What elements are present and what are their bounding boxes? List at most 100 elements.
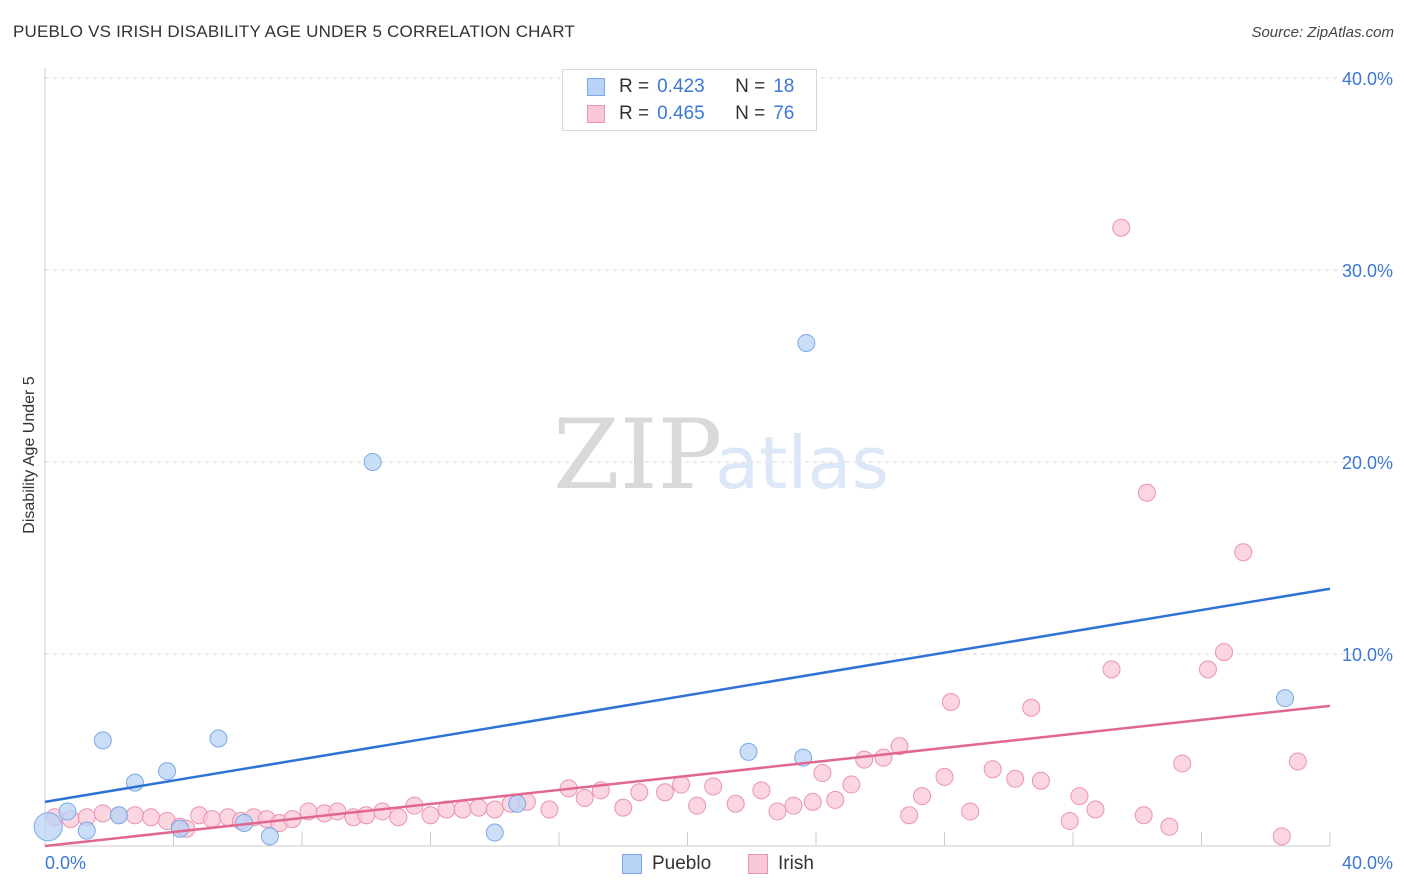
pueblo-point [1276, 689, 1295, 708]
pueblo-swatch [587, 78, 605, 96]
y-tick-label: 20.0% [1342, 453, 1393, 473]
irish-point [688, 796, 707, 815]
irish-point [935, 767, 954, 786]
y-tick-label: 40.0% [1342, 69, 1393, 89]
irish-point [469, 798, 488, 817]
irish-point [1234, 543, 1253, 562]
legend-item-pueblo[interactable]: Pueblo [622, 852, 711, 876]
legend-row-pueblo: R = 0.423 N = 18 [587, 75, 794, 99]
pueblo-r-value: 0.423 [657, 76, 705, 97]
irish-point [1137, 483, 1156, 502]
irish-point [93, 804, 112, 823]
irish-n-value: 76 [773, 103, 795, 124]
irish-point [1086, 800, 1105, 819]
watermark-zip: ZIP [553, 399, 722, 511]
irish-point [826, 790, 845, 809]
pueblo-legend-label: Pueblo [652, 853, 712, 874]
irish-point [125, 806, 144, 825]
irish-point [768, 802, 787, 821]
legend-row-irish: R = 0.465 N = 76 [587, 102, 794, 126]
pueblo-point [33, 812, 63, 842]
pueblo-point [158, 762, 177, 781]
irish-point [913, 787, 932, 806]
irish-point [672, 775, 691, 794]
irish-legend-swatch [748, 854, 768, 874]
pueblo-point [739, 742, 758, 761]
irish-point [1214, 643, 1233, 662]
y-tick-label: 10.0% [1342, 645, 1393, 665]
irish-point [874, 748, 893, 767]
x-tick-label: 0.0% [45, 853, 86, 873]
pueblo-point [77, 821, 96, 840]
irish-point [726, 794, 745, 813]
irish-point [900, 806, 919, 825]
irish-point [1070, 787, 1089, 806]
legend-item-irish[interactable]: Irish [748, 852, 814, 876]
irish-trend-line [44, 704, 1331, 848]
irish-point [389, 808, 408, 827]
irish-point [1160, 817, 1179, 836]
irish-point [842, 775, 861, 794]
irish-point [704, 777, 723, 796]
pueblo-points [33, 333, 1295, 846]
irish-point [813, 764, 832, 783]
irish-point [890, 737, 909, 756]
irish-point [614, 798, 633, 817]
irish-legend-label: Irish [778, 853, 814, 874]
pueblo-point [508, 794, 527, 813]
irish-point [961, 802, 980, 821]
axes [44, 68, 1330, 847]
y-tick-labels: 10.0% 20.0% 30.0% 40.0% [1342, 69, 1393, 665]
irish-point [453, 800, 472, 819]
irish-point [803, 792, 822, 811]
irish-point [203, 810, 222, 829]
pueblo-n-value: 18 [773, 76, 795, 97]
irish-point [1272, 827, 1291, 846]
pueblo-point [797, 333, 816, 352]
pueblo-point [109, 806, 128, 825]
pueblo-legend-swatch [622, 854, 642, 874]
irish-point [1112, 218, 1131, 237]
x-tick-label: 40.0% [1342, 853, 1393, 873]
correlation-legend: R = 0.423 N = 18 R = 0.465 N = 76 [562, 69, 817, 131]
chart-title: PUEBLO VS IRISH DISABILITY AGE UNDER 5 C… [13, 22, 575, 41]
legend-r-label: R = [619, 76, 650, 97]
irish-point [1031, 771, 1050, 790]
pueblo-point [485, 823, 504, 842]
irish-point [784, 796, 803, 815]
irish-point [540, 800, 559, 819]
pueblo-point [58, 802, 77, 821]
irish-point [630, 783, 649, 802]
irish-point [1102, 660, 1121, 679]
irish-point [575, 789, 594, 807]
legend-n-label: N = [735, 103, 766, 124]
irish-point [1134, 806, 1153, 825]
pueblo-point [170, 819, 189, 838]
trend-lines [44, 587, 1331, 848]
irish-point [1173, 754, 1192, 773]
legend-n-label: N = [735, 76, 766, 97]
watermark-atlas: atlas [715, 421, 889, 505]
pueblo-point [260, 827, 279, 846]
x-tick-labels: 0.0% 40.0% [45, 853, 1393, 873]
irish-point [752, 781, 771, 800]
irish-point [421, 806, 440, 825]
irish-swatch [587, 105, 605, 123]
watermark: ZIP atlas [553, 399, 889, 511]
pueblo-point [93, 731, 112, 750]
irish-point [1288, 752, 1307, 771]
irish-point [1022, 698, 1041, 717]
y-tick-label: 30.0% [1342, 261, 1393, 281]
irish-point [485, 800, 504, 819]
irish-point [983, 760, 1002, 779]
y-axis-title: Disability Age Under 5 [21, 376, 38, 534]
pueblo-trend-line [44, 587, 1331, 804]
irish-points [45, 218, 1307, 846]
irish-point [1060, 812, 1079, 831]
irish-point [373, 802, 392, 821]
irish-point [142, 808, 161, 827]
irish-point [855, 750, 874, 769]
irish-point [1006, 769, 1025, 788]
irish-point [1198, 660, 1217, 679]
